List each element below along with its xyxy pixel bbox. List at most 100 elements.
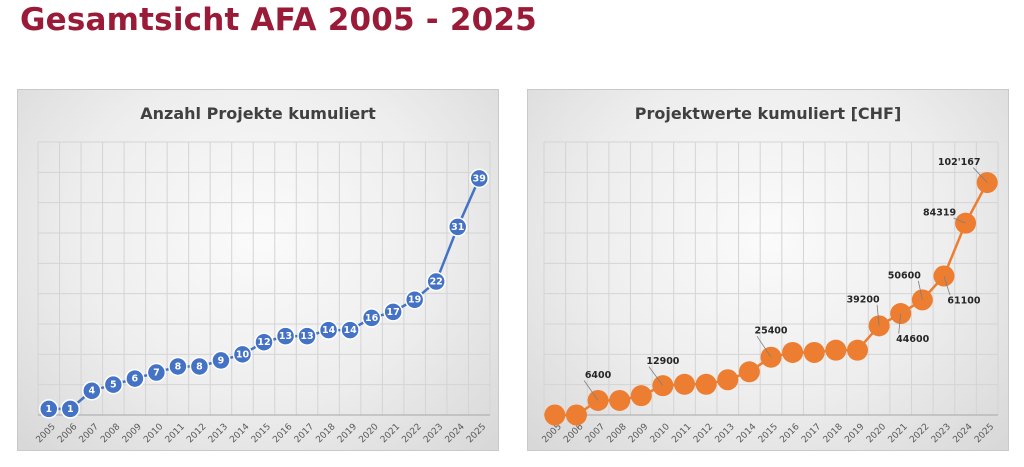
- x-tick-label: 2019: [843, 422, 866, 445]
- values-line-chart: 2005200620072008200920102011201220132014…: [541, 141, 999, 445]
- data-label: 6400: [585, 370, 612, 381]
- x-tick-label: 2023: [422, 422, 445, 445]
- x-tick-label: 2021: [379, 422, 402, 445]
- x-tick-label: 2006: [56, 422, 79, 445]
- x-tick-label: 2005: [541, 422, 564, 445]
- data-point: [426, 271, 446, 292]
- data-point: [211, 350, 231, 371]
- data-label: 13: [300, 331, 313, 342]
- x-tick-label: 2012: [185, 422, 208, 445]
- data-label: 12: [257, 337, 270, 348]
- x-tick-label: 2014: [735, 422, 758, 445]
- data-label: 10: [236, 349, 250, 360]
- data-label: 39: [473, 173, 486, 184]
- x-tick-label: 2012: [692, 422, 715, 445]
- x-tick-label: 2013: [207, 422, 230, 445]
- data-point: [630, 385, 652, 407]
- data-point: [103, 374, 124, 395]
- data-point: [544, 404, 566, 426]
- data-point: [609, 389, 631, 411]
- data-point: [189, 356, 210, 377]
- data-label: 31: [451, 222, 464, 233]
- data-point: [652, 375, 674, 397]
- leader-line: [953, 217, 966, 224]
- x-tick-label: 2017: [293, 422, 316, 445]
- x-tick-label: 2010: [649, 422, 672, 445]
- x-tick-label: 2023: [930, 422, 953, 445]
- data-label: 5: [110, 380, 117, 391]
- data-label: 4: [88, 386, 95, 397]
- data-point: [146, 362, 167, 383]
- data-point: [565, 404, 587, 426]
- x-tick-label: 2016: [271, 422, 294, 445]
- data-label: 25400: [754, 326, 787, 337]
- data-label: 12900: [646, 356, 679, 367]
- x-tick-labels: 2005200620072008200920102011201220132014…: [35, 422, 489, 445]
- data-label: 102'167: [938, 157, 981, 168]
- data-point: [803, 341, 825, 363]
- data-point: [738, 361, 760, 383]
- chart-panel-projects: Anzahl Projekte kumuliert 2005 2006 2007 20…: [17, 89, 499, 451]
- data-point: [361, 308, 382, 328]
- x-tick-label: 2007: [584, 422, 607, 445]
- leader-line: [943, 275, 951, 296]
- data-label: 14: [343, 325, 357, 336]
- gridlines: [37, 141, 491, 415]
- data-label: 6: [132, 374, 139, 385]
- data-label: 19: [408, 295, 421, 306]
- data-point: [469, 168, 489, 189]
- leader-line: [648, 366, 664, 386]
- x-tick-label: 2015: [757, 422, 780, 445]
- data-label: 16: [365, 313, 379, 324]
- leader-line: [876, 304, 880, 326]
- data-label: 22: [430, 277, 443, 288]
- chart-title: Projektwerte kumuliert [CHF]: [634, 104, 902, 123]
- x-tick-label: 2007: [78, 422, 101, 445]
- data-label: 9: [218, 355, 225, 366]
- x-tick-label: 2021: [887, 422, 910, 445]
- x-tick-label: 2017: [800, 422, 823, 445]
- data-label: 39200: [847, 294, 880, 305]
- x-tick-label: 2018: [314, 422, 337, 445]
- leader-line: [917, 280, 923, 300]
- chart-panel-values: Projektwerte kumuliert [CHF] 2005 2006 200…: [527, 89, 1009, 451]
- data-label: 7: [153, 368, 160, 379]
- data-points: [544, 172, 998, 426]
- x-tick-label: 2006: [562, 422, 585, 445]
- x-tick-label: 2024: [951, 422, 974, 445]
- x-tick-label: 2011: [670, 422, 693, 445]
- data-label: 44600: [896, 334, 929, 345]
- leader-line: [972, 167, 988, 183]
- data-label: 1: [67, 404, 74, 415]
- x-tick-label: 2010: [142, 422, 165, 445]
- data-label: 84319: [923, 208, 956, 219]
- data-point: [695, 373, 717, 395]
- x-tick-label: 2025: [465, 422, 488, 445]
- data-label: 14: [322, 325, 336, 336]
- x-tick-label: 2020: [357, 422, 380, 445]
- x-tick-label: 2009: [121, 422, 144, 445]
- x-tick-labels: 2005200620072008200920102011201220132014…: [541, 422, 997, 445]
- leader-line: [898, 313, 902, 334]
- x-tick-label: 2014: [228, 422, 251, 445]
- x-tick-label: 2018: [822, 422, 845, 445]
- x-tick-label: 2009: [627, 422, 650, 445]
- data-point: [60, 399, 81, 419]
- data-point: [447, 217, 468, 237]
- data-point: [82, 380, 102, 401]
- data-point: [404, 289, 425, 310]
- data-point: [254, 332, 274, 352]
- leader-line: [756, 335, 772, 358]
- leader-line: [583, 380, 599, 401]
- data-point: [168, 356, 188, 377]
- x-tick-label: 2005: [35, 422, 58, 445]
- data-point: [340, 320, 360, 340]
- data-point: [717, 369, 739, 391]
- x-tick-label: 2013: [714, 422, 737, 445]
- x-tick-label: 2020: [865, 422, 888, 445]
- gridlines: [543, 141, 999, 415]
- x-tick-label: 2008: [99, 422, 122, 445]
- data-point: [232, 344, 253, 365]
- data-point: [383, 302, 403, 322]
